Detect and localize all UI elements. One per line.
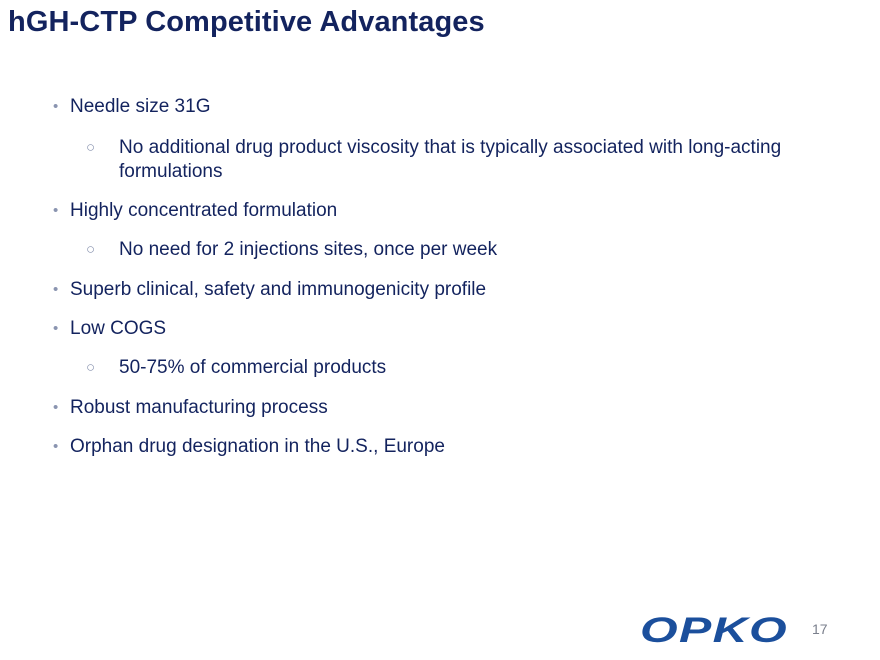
bullet-item: • Superb clinical, safety and immunogeni… (53, 278, 487, 302)
bullet-dot-icon: • (53, 281, 59, 298)
bullet-item: • Low COGS (53, 317, 167, 341)
bullet-text: Robust manufacturing process (70, 397, 328, 418)
sub-bullet-item: ○ No additional drug product viscosity t… (86, 136, 819, 184)
bullet-circle-icon: ○ (86, 139, 96, 156)
bullet-dot-icon: • (53, 320, 59, 337)
bullet-text: Superb clinical, safety and immunogenici… (70, 279, 487, 300)
bullet-circle-icon: ○ (86, 359, 96, 376)
sub-bullet-item: ○ 50-75% of commercial products (86, 356, 819, 380)
sub-bullet-text: 50-75% of commercial products (119, 357, 387, 378)
bullet-dot-icon: • (53, 202, 59, 219)
bullet-item: • Orphan drug designation in the U.S., E… (53, 435, 445, 459)
sub-bullet-item: ○ No need for 2 injections sites, once p… (86, 238, 819, 262)
bullet-dot-icon: • (53, 438, 59, 455)
bullet-item: • Robust manufacturing process (53, 396, 328, 420)
bullet-item: • Needle size 31G (53, 95, 211, 119)
bullet-text: Needle size 31G (70, 96, 211, 117)
opko-logo-text: OPKO (640, 613, 788, 647)
sub-bullet-text: No additional drug product viscosity tha… (119, 137, 782, 182)
bullet-item: • Highly concentrated formulation (53, 199, 338, 223)
sub-bullet-text: No need for 2 injections sites, once per… (119, 239, 498, 260)
bullet-dot-icon: • (53, 98, 59, 115)
bullet-circle-icon: ○ (86, 241, 96, 258)
bullet-text: Highly concentrated formulation (70, 200, 338, 221)
page-number: 17 (812, 621, 828, 637)
bullet-text: Orphan drug designation in the U.S., Eur… (70, 436, 445, 457)
bullet-text: Low COGS (70, 318, 167, 339)
opko-logo: OPKO (640, 613, 788, 647)
slide-title: hGH-CTP Competitive Advantages (8, 6, 485, 38)
bullet-dot-icon: • (53, 399, 59, 416)
